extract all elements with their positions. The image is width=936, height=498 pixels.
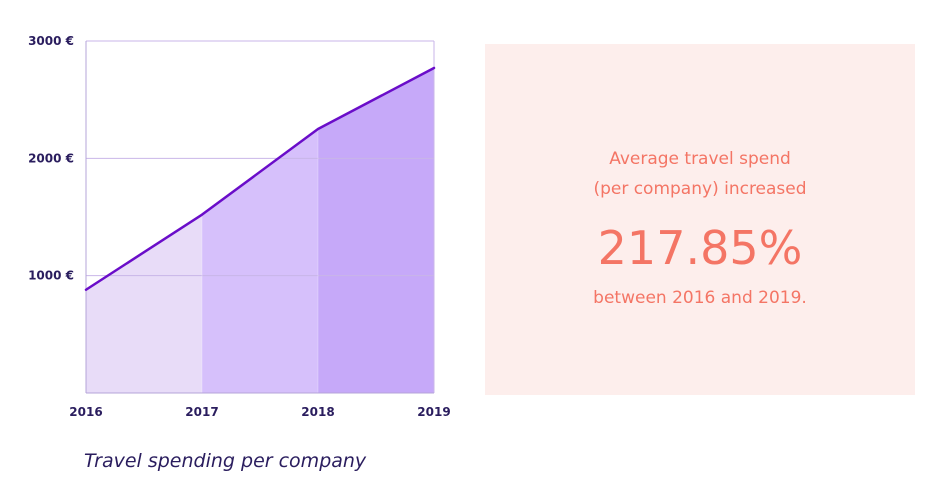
area-segment	[318, 67, 434, 393]
y-tick-label: 3000 €	[28, 34, 74, 48]
x-tick-label: 2018	[301, 405, 334, 419]
stat-value: 217.85%	[597, 221, 803, 275]
x-tick-label: 2017	[185, 405, 218, 419]
x-tick-label: 2016	[69, 405, 102, 419]
stat-footer: between 2016 and 2019.	[593, 288, 807, 308]
area-segment	[86, 214, 202, 393]
y-tick-label: 1000 €	[28, 269, 74, 283]
y-tick-label: 2000 €	[28, 151, 74, 165]
x-tick-label: 2019	[417, 405, 450, 419]
chart-caption: Travel spending per company	[84, 450, 367, 472]
stat-card: Average travel spend (per company) incre…	[485, 44, 915, 395]
area-chart: 1000 € 2000 € 3000 € 2016 2017 2018 2019	[28, 34, 451, 419]
stat-heading: Average travel spend (per company) incre…	[593, 149, 807, 199]
series-line	[84, 66, 436, 291]
area-segment	[202, 129, 318, 393]
